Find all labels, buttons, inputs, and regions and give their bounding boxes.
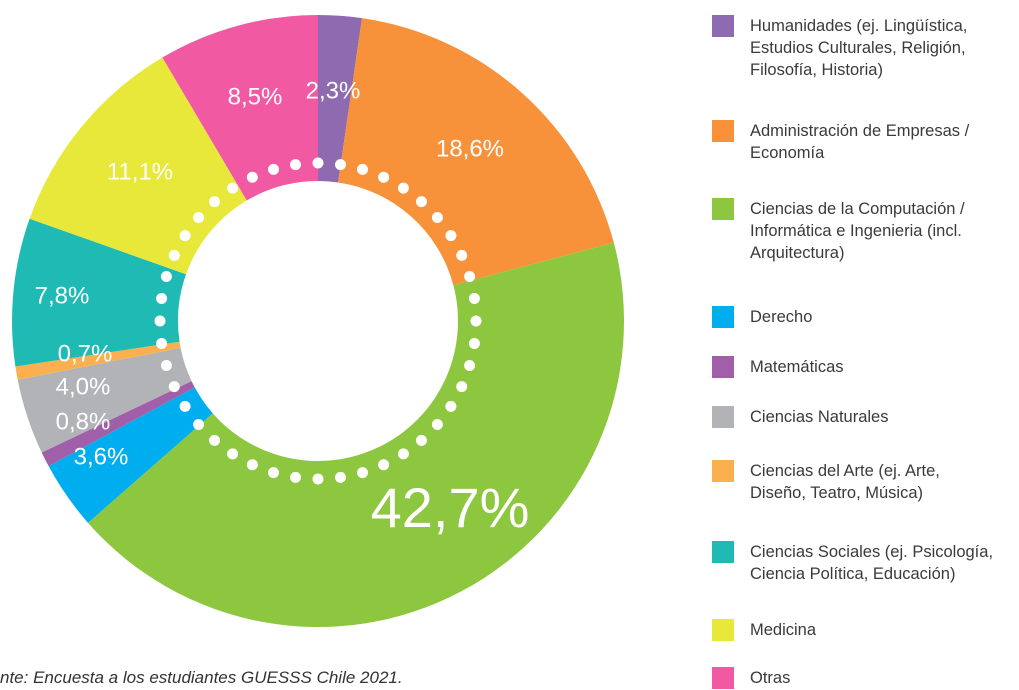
legend-item: Ciencias Naturales — [712, 406, 888, 428]
legend-item: Ciencias de la Computación / Informática… — [712, 198, 965, 264]
legend-swatch — [712, 406, 734, 428]
legend-label: Administración de Empresas / Economía — [750, 122, 970, 162]
ring-dot — [456, 381, 468, 393]
value-label: 42,7% — [371, 476, 530, 539]
legend-item: Ciencias del Arte (ej. Arte, Diseño, Tea… — [712, 460, 940, 504]
donut-slice — [88, 242, 624, 627]
ring-dot — [179, 400, 191, 412]
ring-dot — [227, 448, 239, 460]
legend-label: Derecho — [750, 308, 813, 326]
ring-dot — [246, 171, 258, 183]
legend-item: Medicina — [712, 619, 816, 641]
legend-label: Ciencias Sociales (ej. Psicología, Cienc… — [750, 543, 994, 583]
ring-dot — [431, 418, 443, 430]
ring-dot — [470, 315, 482, 327]
ring-dot — [209, 434, 221, 446]
ring-dot — [160, 270, 172, 282]
donut-slice — [12, 218, 187, 367]
donut-slice — [17, 347, 192, 453]
ring-dot — [415, 196, 427, 208]
ring-dot — [193, 212, 205, 224]
legend-item: Matemáticas — [712, 356, 844, 378]
ring-dot — [445, 230, 457, 242]
value-label: 11,1% — [107, 158, 173, 185]
legend-item: Administración de Empresas / Economía — [712, 120, 969, 164]
source-note: nte: Encuesta a los estudiantes GUESSS C… — [0, 668, 403, 687]
ring-dot — [397, 448, 409, 460]
donut-slice — [41, 381, 195, 467]
legend-swatch — [712, 15, 734, 37]
ring-dot — [193, 418, 205, 430]
legend-swatch — [712, 356, 734, 378]
ring-dot — [397, 182, 409, 194]
ring-dot — [415, 434, 427, 446]
ring-dot — [154, 315, 166, 327]
legend-label: Ciencias del Arte (ej. Arte, Diseño, Tea… — [750, 462, 940, 502]
ring-dot — [378, 459, 390, 471]
ring-dot — [334, 471, 346, 483]
legend-label: Ciencias Naturales — [750, 408, 889, 426]
legend-label: Otras — [750, 669, 791, 687]
ring-dot — [357, 467, 369, 479]
value-label: 18,6% — [436, 135, 504, 162]
ring-dot — [357, 163, 369, 175]
ring-dot — [468, 293, 480, 305]
ring-dot — [312, 473, 324, 485]
ring-dot — [445, 400, 457, 412]
value-label: 3,6% — [74, 443, 129, 470]
ring-dot — [156, 337, 168, 349]
ring-dot — [168, 249, 180, 261]
value-label: 2,3% — [306, 77, 361, 104]
ring-dot — [290, 159, 302, 171]
legend-item: Derecho — [712, 306, 812, 328]
donut-slice — [48, 387, 213, 523]
legend-item: Humanidades (ej. Lingüística, Estudios C… — [712, 15, 967, 81]
ring-dot — [267, 163, 279, 175]
legend-item: Otras — [712, 667, 790, 689]
ring-dot — [456, 249, 468, 261]
value-label: 4,0% — [56, 373, 111, 400]
legend-label: Ciencias de la Computación / Informática… — [750, 200, 965, 262]
donut-chart: 2,3% 18,6% 42,7% 3,6% 0,8% 4,0% 0,7% 7,8% 11,1% 8… — [12, 15, 624, 627]
value-label: 7,8% — [35, 282, 90, 309]
legend-swatch — [712, 619, 734, 641]
legend-swatch — [712, 120, 734, 142]
ring-dot — [464, 270, 476, 282]
donut-slice — [338, 18, 614, 286]
legend-swatch — [712, 667, 734, 689]
legend-label: Matemáticas — [750, 358, 844, 376]
legend-item: Ciencias Sociales (ej. Psicología, Cienc… — [712, 541, 993, 585]
donut-slice — [15, 341, 181, 380]
ring-dot — [209, 196, 221, 208]
donut-slice — [162, 15, 318, 201]
ring-dot — [179, 230, 191, 242]
ring-dot — [168, 381, 180, 393]
ring-dot — [246, 459, 258, 471]
value-label: 0,8% — [56, 408, 111, 435]
ring-dot — [156, 293, 168, 305]
ring-dot — [431, 212, 443, 224]
value-label: 0,7% — [58, 340, 113, 367]
ring-dot — [468, 337, 480, 349]
value-label: 8,5% — [228, 83, 283, 110]
ring-dot — [290, 471, 302, 483]
ring-dot — [464, 360, 476, 372]
ring-dot — [334, 159, 346, 171]
legend-swatch — [712, 541, 734, 563]
ring-dot — [312, 157, 324, 169]
legend-swatch — [712, 198, 734, 220]
legend-swatch — [712, 460, 734, 482]
donut-slice — [318, 15, 363, 183]
legend-swatch — [712, 306, 734, 328]
ring-dot — [227, 182, 239, 194]
ring-dot — [267, 467, 279, 479]
ring-dot — [378, 171, 390, 183]
legend-label: Medicina — [750, 621, 817, 639]
legend-label: Humanidades (ej. Lingüística, Estudios C… — [750, 17, 968, 79]
donut-slice — [29, 57, 247, 275]
ring-dot — [160, 360, 172, 372]
